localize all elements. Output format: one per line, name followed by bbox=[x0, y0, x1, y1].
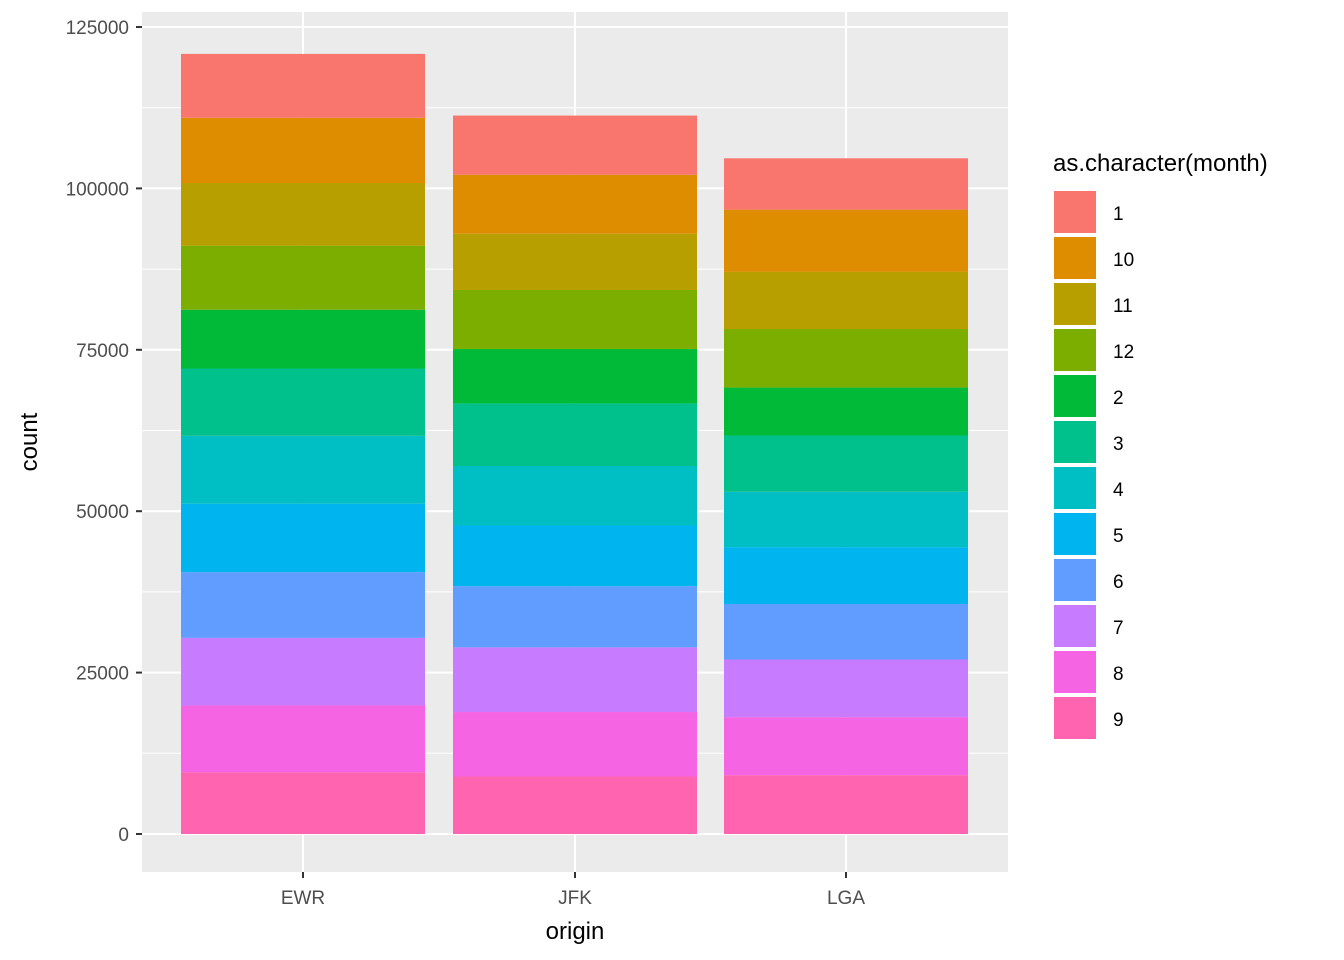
bar-segment-jfk-month-4 bbox=[453, 466, 697, 526]
legend-key-9 bbox=[1054, 697, 1096, 739]
y-tick-label: 125000 bbox=[66, 18, 129, 39]
bar-segment-jfk-month-1 bbox=[453, 115, 697, 175]
bar-segment-jfk-month-6 bbox=[453, 586, 697, 648]
bar-segment-jfk-month-3 bbox=[453, 403, 697, 467]
legend-key-3 bbox=[1054, 421, 1096, 463]
bar-segment-ewr-month-11 bbox=[181, 182, 425, 246]
bar-segment-ewr-month-5 bbox=[181, 503, 425, 573]
bar-segment-jfk-month-9 bbox=[453, 776, 697, 834]
legend-key-5 bbox=[1054, 513, 1096, 555]
bar-segment-jfk-month-5 bbox=[453, 525, 697, 587]
bar-segment-ewr-month-4 bbox=[181, 435, 425, 504]
legend-key-7 bbox=[1054, 605, 1096, 647]
y-tick-label: 25000 bbox=[76, 664, 129, 685]
bar-segment-lga-month-1 bbox=[724, 158, 968, 210]
x-axis: EWR JFK LGA bbox=[281, 872, 865, 909]
bar-segment-ewr-month-12 bbox=[181, 245, 425, 310]
legend-key-12 bbox=[1054, 329, 1096, 371]
bar-segment-lga-month-12 bbox=[724, 329, 968, 388]
legend-key-11 bbox=[1054, 283, 1096, 325]
legend-label-4: 4 bbox=[1113, 480, 1124, 501]
bar-segment-lga-month-9 bbox=[724, 775, 968, 834]
bar-segment-jfk-month-12 bbox=[453, 289, 697, 350]
bar-segment-lga-month-6 bbox=[724, 604, 968, 660]
y-axis-title: count bbox=[16, 412, 43, 471]
bar-segment-ewr-month-9 bbox=[181, 772, 425, 834]
bar-segment-jfk-month-7 bbox=[453, 647, 697, 713]
bar-segment-ewr-month-7 bbox=[181, 637, 425, 706]
legend-label-9: 9 bbox=[1113, 710, 1124, 731]
legend-title: as.character(month) bbox=[1053, 150, 1268, 177]
bar-segment-ewr-month-1 bbox=[181, 53, 425, 118]
y-tick-label: 0 bbox=[118, 825, 129, 846]
legend-label-8: 8 bbox=[1113, 664, 1124, 685]
bar-segment-jfk-month-8 bbox=[453, 712, 697, 777]
legend-key-8 bbox=[1054, 651, 1096, 693]
y-tick-label: 50000 bbox=[76, 502, 129, 523]
bar-segment-ewr-month-8 bbox=[181, 705, 425, 773]
bar-segment-lga-month-2 bbox=[724, 387, 968, 436]
bar-segment-jfk-month-11 bbox=[453, 233, 697, 290]
legend-label-11: 11 bbox=[1113, 296, 1133, 317]
legend-label-1: 1 bbox=[1113, 204, 1124, 225]
bar-segment-lga-month-11 bbox=[724, 271, 968, 330]
bars-layer bbox=[181, 53, 968, 834]
legend-label-3: 3 bbox=[1113, 434, 1124, 455]
y-axis: 0 25000 50000 75000 100000 125000 bbox=[66, 18, 142, 846]
x-tick-label: LGA bbox=[827, 888, 865, 909]
legend-label-2: 2 bbox=[1113, 388, 1124, 409]
legend-key-2 bbox=[1054, 375, 1096, 417]
bar-segment-jfk-month-2 bbox=[453, 349, 697, 404]
x-tick-label: JFK bbox=[558, 888, 592, 909]
legend-key-1 bbox=[1054, 191, 1096, 233]
legend-key-4 bbox=[1054, 467, 1096, 509]
bar-segment-ewr-month-10 bbox=[181, 117, 425, 183]
bar-segment-lga-month-8 bbox=[724, 717, 968, 776]
legend-label-5: 5 bbox=[1113, 526, 1124, 547]
legend-label-6: 6 bbox=[1113, 572, 1124, 593]
y-tick-label: 100000 bbox=[66, 179, 129, 200]
legend-label-12: 12 bbox=[1113, 342, 1134, 363]
bar-segment-ewr-month-3 bbox=[181, 368, 425, 436]
bar-segment-lga-month-5 bbox=[724, 547, 968, 605]
x-axis-title: origin bbox=[546, 918, 605, 945]
bar-segment-lga-month-3 bbox=[724, 435, 968, 492]
bar-segment-lga-month-10 bbox=[724, 209, 968, 272]
legend: as.character(month) 1 10 11 12 2 3 4 5 6 7 8 9 bbox=[1053, 150, 1268, 739]
legend-label-10: 10 bbox=[1113, 250, 1134, 271]
y-tick-label: 75000 bbox=[76, 341, 129, 362]
x-tick-label: EWR bbox=[281, 888, 325, 909]
bar-segment-ewr-month-2 bbox=[181, 309, 425, 369]
bar-segment-ewr-month-6 bbox=[181, 572, 425, 638]
legend-key-10 bbox=[1054, 237, 1096, 279]
legend-label-7: 7 bbox=[1113, 618, 1124, 639]
bar-segment-lga-month-7 bbox=[724, 659, 968, 718]
bar-segment-lga-month-4 bbox=[724, 491, 968, 548]
legend-key-6 bbox=[1054, 559, 1096, 601]
bar-segment-jfk-month-10 bbox=[453, 174, 697, 234]
